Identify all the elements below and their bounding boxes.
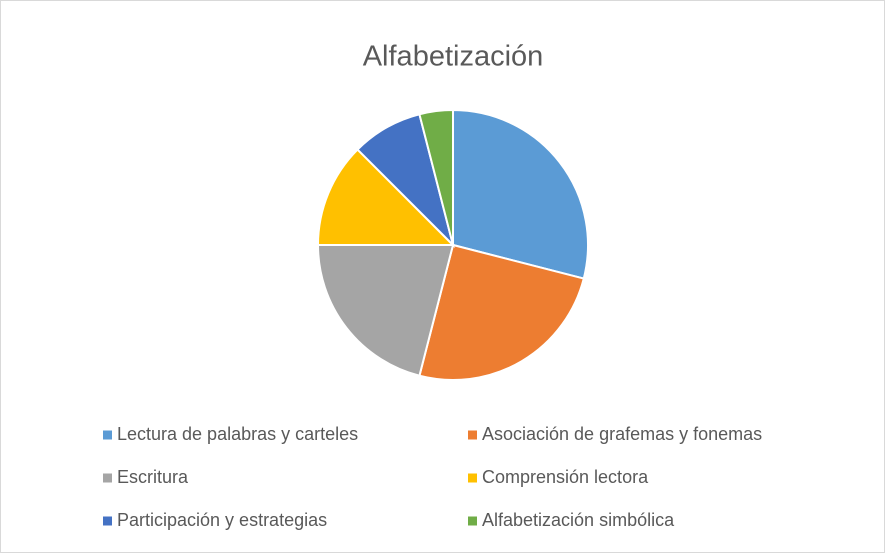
legend-swatch (468, 516, 477, 526)
legend-swatch (103, 516, 112, 526)
legend-swatch (468, 430, 477, 440)
legend-swatch (103, 473, 112, 483)
legend-label: Lectura de palabras y carteles (117, 424, 358, 444)
legend-label: Participación y estrategias (117, 510, 327, 530)
pie-slice (418, 108, 454, 246)
legend-label: Alfabetización simbólica (482, 510, 675, 530)
pie-slice (418, 243, 585, 381)
legend-swatch (468, 473, 477, 483)
pie-slice (452, 108, 589, 280)
chart-title: Alfabetización (363, 41, 544, 73)
legend-label: Asociación de grafemas y fonemas (482, 424, 762, 444)
pie-slice (316, 244, 455, 377)
legend-label: Escritura (117, 467, 189, 487)
pie-slice (316, 148, 456, 246)
legend-label: Comprensión lectora (482, 467, 649, 487)
legend-swatch (103, 430, 112, 440)
